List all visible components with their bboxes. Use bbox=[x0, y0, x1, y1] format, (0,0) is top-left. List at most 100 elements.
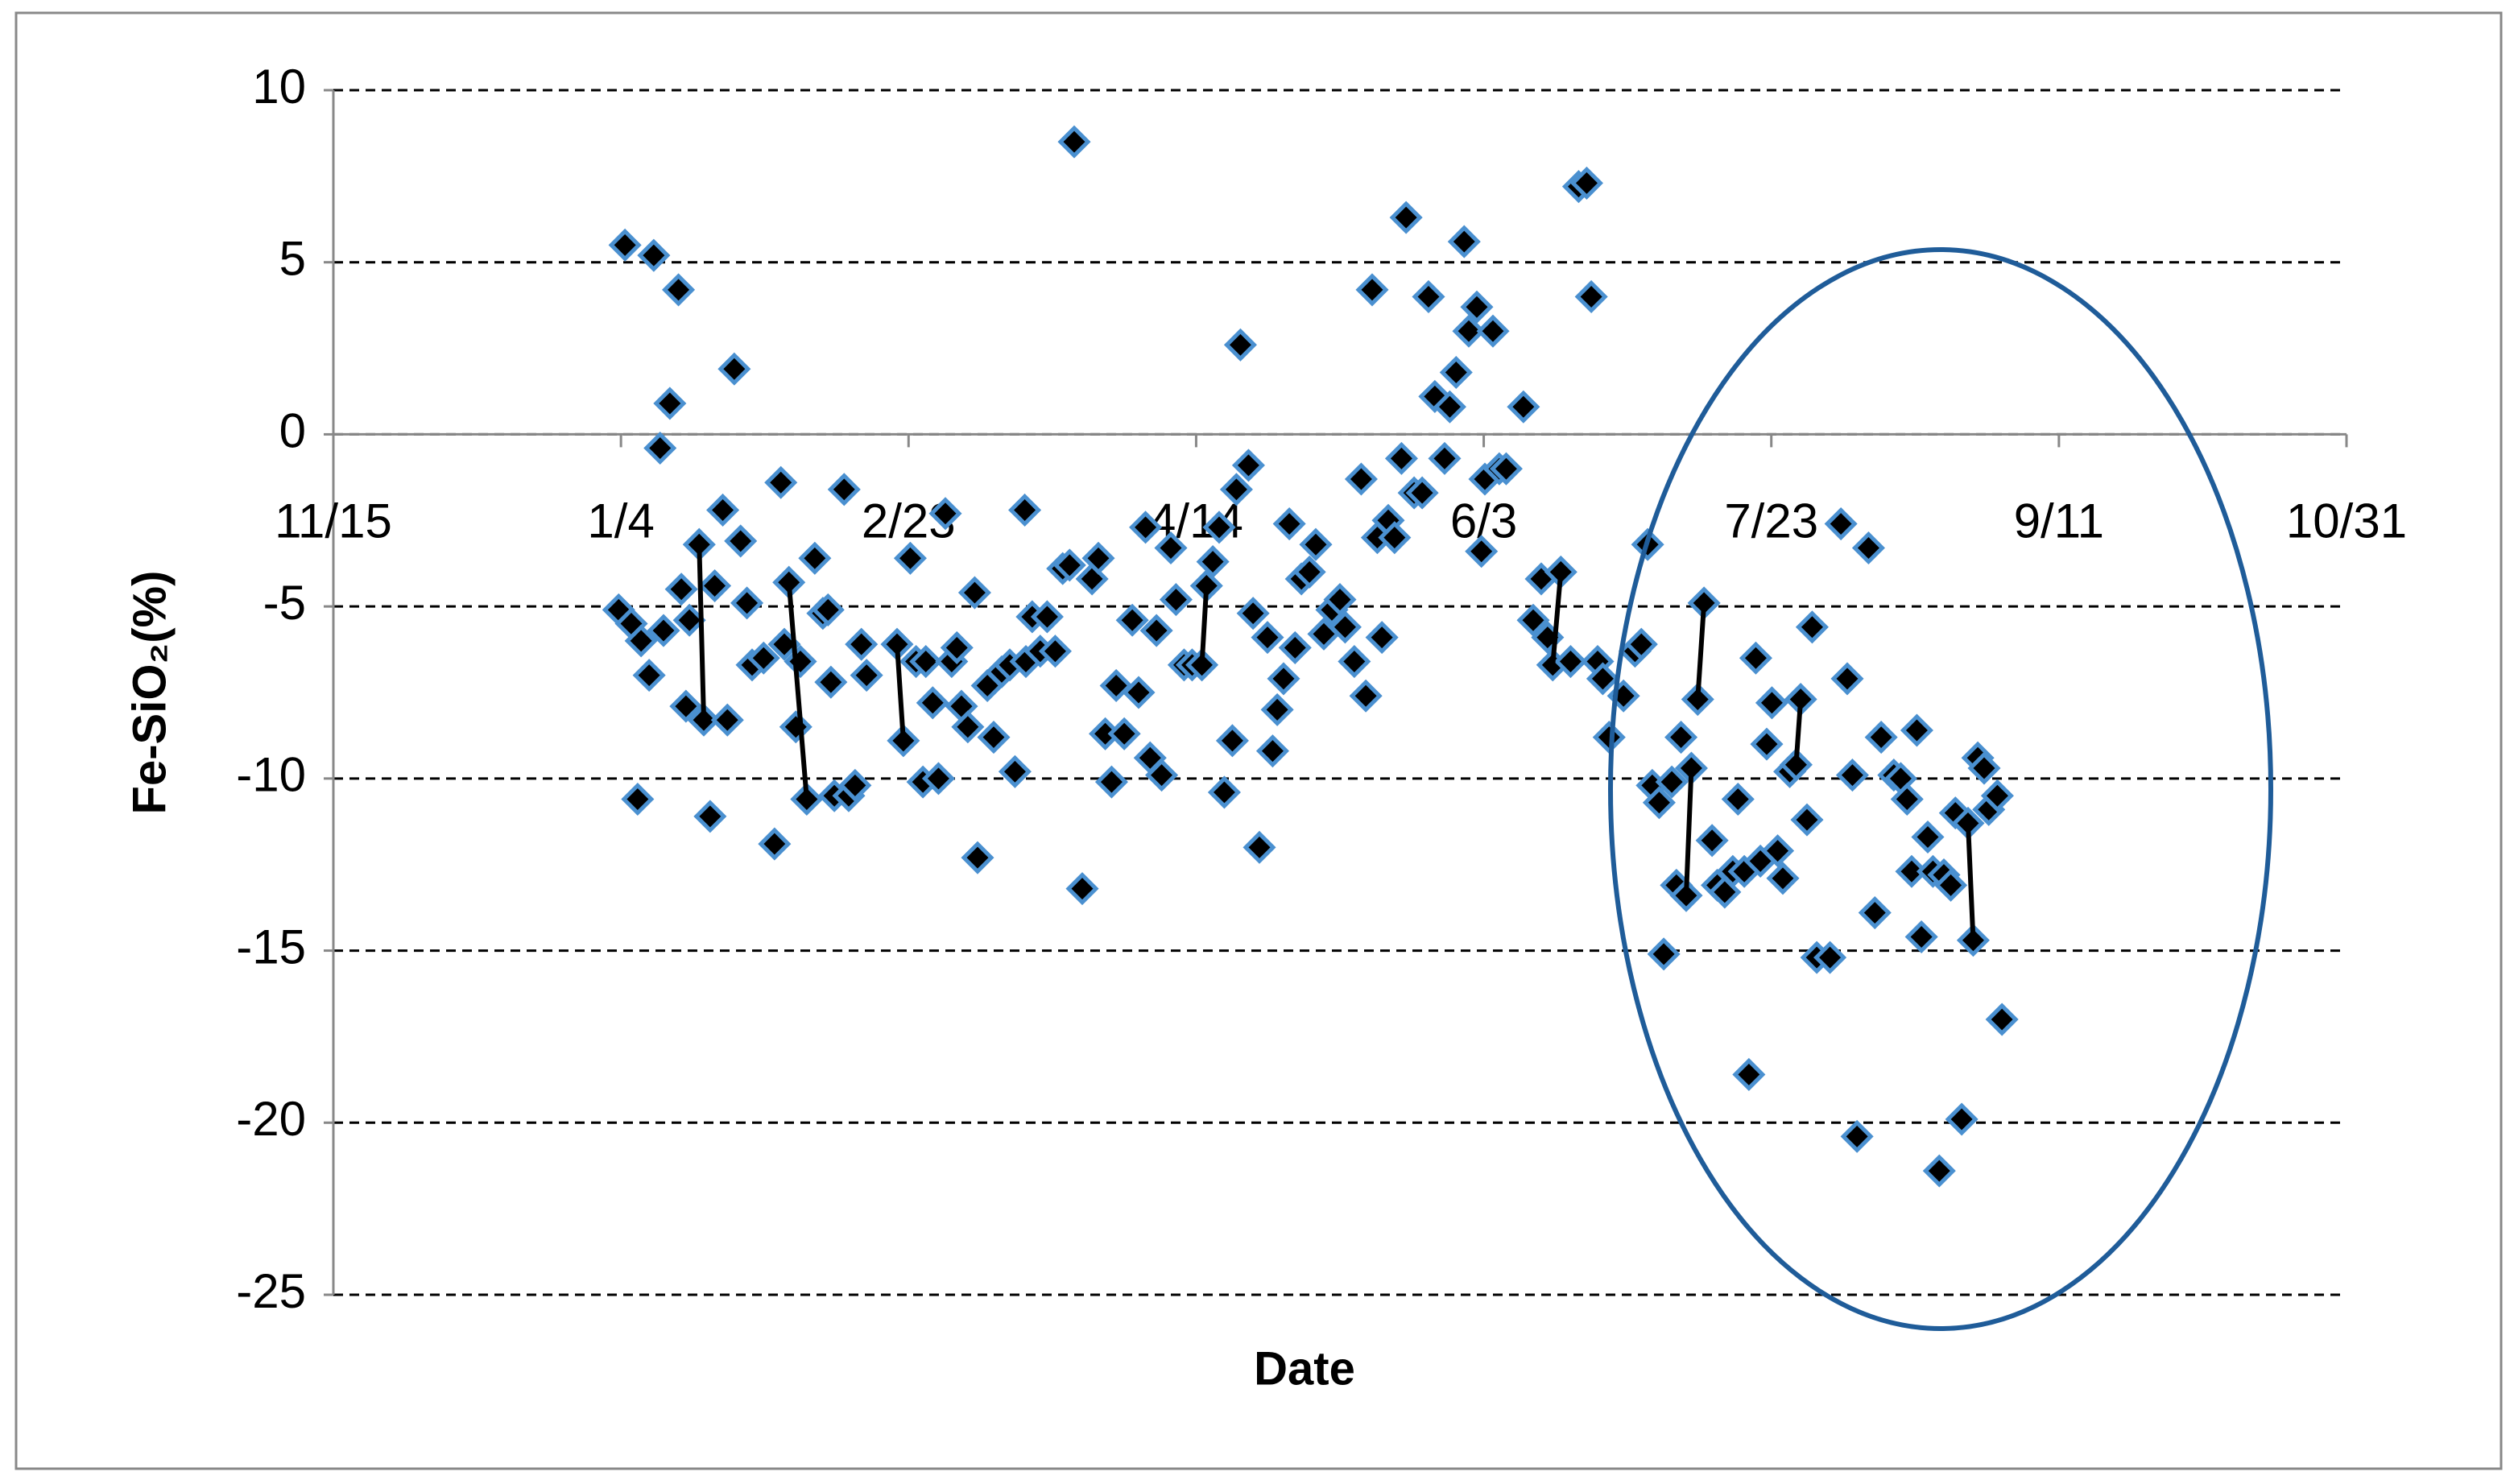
data-point bbox=[1349, 679, 1383, 713]
data-point bbox=[845, 627, 879, 661]
data-point bbox=[1732, 1057, 1766, 1091]
data-point bbox=[1030, 600, 1064, 634]
data-point bbox=[1790, 803, 1824, 837]
data-point bbox=[1202, 511, 1236, 544]
data-point bbox=[1272, 507, 1306, 541]
data-point bbox=[1900, 713, 1933, 747]
data-point bbox=[1830, 662, 1864, 696]
data-point bbox=[1858, 896, 1892, 930]
data-point bbox=[1642, 786, 1676, 820]
data-point bbox=[1231, 449, 1265, 482]
data-point bbox=[1922, 1154, 1956, 1188]
data-point bbox=[1255, 734, 1289, 768]
data-point bbox=[693, 800, 727, 833]
data-point bbox=[1154, 531, 1188, 565]
data-point bbox=[1219, 473, 1253, 506]
y-tick-label: -20 bbox=[236, 1092, 306, 1146]
data-point bbox=[1516, 603, 1550, 637]
data-point bbox=[1145, 759, 1179, 792]
data-point bbox=[1323, 583, 1357, 617]
data-point bbox=[643, 431, 677, 465]
data-point bbox=[1338, 644, 1371, 679]
x-tick-label: 7/23 bbox=[1724, 494, 1818, 548]
data-point bbox=[827, 473, 861, 506]
data-point bbox=[1624, 627, 1658, 661]
data-point bbox=[1378, 521, 1412, 555]
data-point bbox=[1052, 548, 1086, 582]
data-point bbox=[624, 624, 658, 658]
data-point bbox=[1956, 924, 1990, 957]
data-point bbox=[1115, 603, 1149, 637]
data-point bbox=[608, 228, 642, 262]
data-point bbox=[1967, 751, 2001, 785]
data-point bbox=[1433, 390, 1466, 424]
data-point bbox=[1447, 225, 1481, 258]
data-point bbox=[1196, 545, 1230, 579]
data-point bbox=[662, 273, 696, 307]
data-point bbox=[1344, 462, 1378, 496]
data-point bbox=[1813, 940, 1847, 974]
data-point bbox=[1507, 390, 1540, 424]
data-point bbox=[977, 721, 1011, 754]
data-point bbox=[961, 841, 994, 874]
data-point bbox=[1476, 314, 1510, 348]
data-point bbox=[1428, 441, 1462, 475]
data-point bbox=[1569, 166, 1603, 200]
data-point bbox=[746, 641, 780, 675]
data-point bbox=[1223, 328, 1257, 362]
y-axis-title: Fe-SiO₂(%) bbox=[123, 571, 176, 815]
data-point bbox=[1681, 683, 1714, 717]
data-point bbox=[887, 724, 920, 758]
data-point bbox=[1895, 854, 1929, 888]
data-point bbox=[1664, 721, 1698, 754]
data-point bbox=[1129, 511, 1163, 544]
data-point bbox=[928, 497, 962, 531]
data-point bbox=[1405, 476, 1439, 510]
connector-line bbox=[697, 544, 1976, 940]
data-point bbox=[1708, 875, 1742, 909]
data-point bbox=[730, 586, 764, 620]
data-point bbox=[1904, 920, 1938, 954]
data-point bbox=[647, 614, 680, 647]
data-point bbox=[664, 573, 698, 606]
highlight-ellipse bbox=[1608, 247, 2273, 1331]
data-point bbox=[706, 493, 740, 527]
data-point bbox=[1081, 541, 1115, 575]
data-point bbox=[1292, 555, 1326, 589]
data-point bbox=[1038, 635, 1072, 668]
data-point bbox=[1365, 621, 1399, 655]
data-point bbox=[1465, 535, 1499, 568]
data-point bbox=[1355, 273, 1389, 307]
data-point bbox=[1267, 662, 1300, 696]
data-point bbox=[811, 593, 845, 626]
y-tick-label: -5 bbox=[263, 576, 306, 630]
data-point bbox=[698, 568, 732, 603]
y-tick-label: 5 bbox=[279, 232, 306, 286]
data-point bbox=[1840, 1119, 1874, 1153]
marks bbox=[602, 125, 2019, 1188]
x-tick-label: 10/31 bbox=[2286, 494, 2407, 548]
data-point bbox=[1159, 583, 1193, 617]
data-point bbox=[921, 762, 955, 796]
data-point bbox=[1739, 641, 1772, 675]
data-point bbox=[1439, 355, 1473, 390]
data-point bbox=[1122, 676, 1156, 709]
data-point bbox=[1766, 862, 1800, 895]
data-point bbox=[1251, 621, 1284, 655]
data-point bbox=[1890, 782, 1924, 816]
data-point bbox=[1094, 765, 1128, 799]
y-tick-label: -15 bbox=[236, 920, 306, 973]
y-tick-label: 0 bbox=[279, 403, 306, 457]
data-point bbox=[814, 665, 848, 699]
x-tick-label: 1/4 bbox=[587, 494, 654, 548]
data-point bbox=[1065, 872, 1099, 906]
data-point bbox=[1750, 727, 1784, 761]
data-point bbox=[672, 603, 706, 637]
data-point bbox=[1008, 493, 1042, 527]
data-point bbox=[850, 659, 883, 692]
data-point bbox=[1985, 1002, 2019, 1036]
data-point bbox=[1260, 692, 1294, 726]
data-point bbox=[951, 710, 985, 744]
